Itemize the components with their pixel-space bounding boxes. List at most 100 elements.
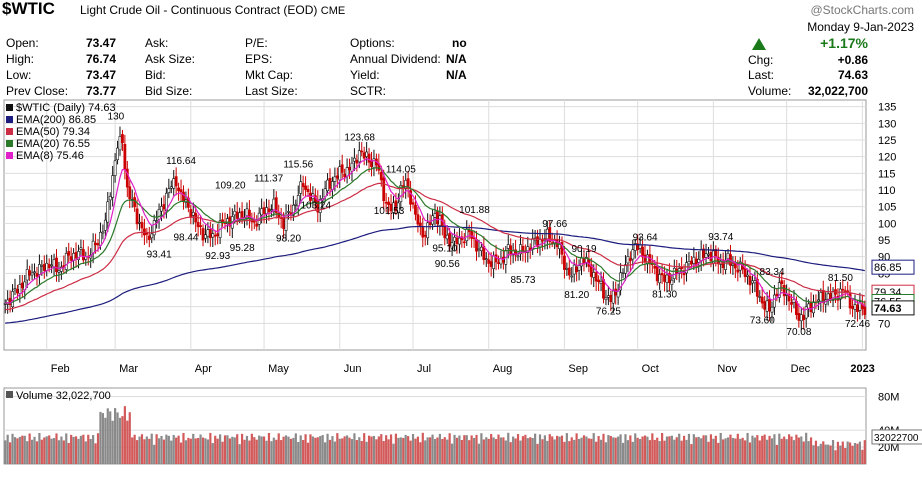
x-tick-label: Sep: [568, 363, 588, 375]
volume-bar: [861, 449, 864, 464]
volume-bar: [729, 434, 732, 464]
volume-bar: [597, 436, 600, 464]
volume-bar: [851, 445, 854, 464]
volume-bar: [509, 442, 512, 464]
mkt-cap-label: Mkt Cap:: [245, 68, 294, 82]
candle-body: [226, 218, 229, 224]
candle-body: [707, 253, 710, 256]
volume-bar: [853, 442, 857, 464]
volume-bar: [72, 436, 75, 464]
volume-bar: [609, 435, 612, 464]
candle-body: [804, 306, 808, 319]
candle-body: [343, 173, 347, 178]
volume-tick-label: 80M: [878, 391, 899, 403]
volume-bar: [223, 435, 227, 464]
volume-bar: [607, 435, 610, 464]
candle-body: [423, 234, 427, 237]
candle-body: [367, 153, 371, 163]
candle-body: [736, 269, 740, 273]
volume-bar: [568, 441, 571, 464]
price-annotation: 123.68: [344, 132, 375, 143]
volume-bar: [206, 439, 210, 464]
candle-body: [45, 262, 49, 271]
candle-body: [240, 211, 244, 218]
volume-bar: [309, 434, 312, 464]
volume-bar: [96, 433, 100, 464]
volume-bar: [140, 434, 144, 464]
volume-bar: [431, 434, 434, 464]
volume-bar: [333, 441, 336, 464]
candle-body: [819, 292, 823, 303]
candle-body: [604, 297, 608, 301]
candle-body: [643, 254, 647, 263]
volume-bar: [148, 438, 151, 464]
volume-bar: [306, 442, 310, 464]
legend-swatch: [6, 140, 13, 147]
candle-body: [340, 164, 344, 173]
candle-body: [475, 239, 478, 252]
candle-body: [179, 189, 183, 193]
volume-bar: [841, 441, 844, 464]
candle-body: [204, 234, 207, 239]
volume-bar: [450, 443, 454, 464]
candle-body: [538, 238, 542, 248]
volume-bar: [192, 433, 195, 464]
volume-bar: [126, 420, 129, 464]
volume-bar: [277, 433, 280, 464]
volume-bar: [70, 434, 73, 464]
volume-bar: [360, 440, 363, 464]
candle-body: [770, 306, 774, 313]
candle-body: [680, 266, 684, 269]
volume-bar: [13, 437, 17, 464]
open-value: 73.47: [86, 36, 117, 50]
volume-bar: [52, 438, 56, 464]
volume-bar: [805, 432, 808, 464]
price-annotation: 90.19: [572, 244, 597, 255]
volume-bar: [302, 439, 305, 464]
volume-bar: [179, 442, 183, 464]
candle-body: [575, 266, 579, 273]
volume-bar: [167, 435, 170, 464]
candle-body: [235, 211, 239, 219]
volume-bar: [265, 440, 268, 464]
candle-body: [589, 264, 593, 277]
volume-bar: [768, 435, 771, 464]
candle-body: [101, 231, 105, 234]
candle-body: [753, 280, 757, 284]
price-tag-label: 74.63: [874, 303, 902, 315]
options-label: Options:: [350, 36, 395, 50]
candle-body: [177, 187, 180, 192]
volume-bar: [111, 420, 114, 464]
volume-bar: [426, 437, 429, 464]
candle-body: [216, 233, 220, 237]
volume-bar: [216, 438, 219, 464]
volume-bar: [787, 434, 791, 464]
volume-bar: [514, 438, 517, 464]
volume-bar: [407, 436, 410, 464]
candle-body: [79, 247, 83, 250]
candle-body: [47, 264, 51, 269]
volume-bar: [656, 437, 659, 464]
volume-bar: [438, 433, 441, 464]
candle-body: [851, 306, 854, 309]
volume-bar: [443, 437, 446, 464]
volume-bar: [529, 437, 532, 464]
price-annotation: 95.28: [230, 243, 255, 254]
volume-bar: [299, 435, 302, 464]
candle-body: [548, 227, 552, 242]
volume-bar: [365, 441, 368, 464]
volume-bar: [77, 438, 80, 464]
x-tick-label: Apr: [195, 363, 212, 375]
volume-bar: [170, 440, 173, 464]
volume-bar: [744, 440, 747, 464]
candle-body: [81, 249, 85, 261]
volume-bar: [643, 435, 647, 464]
y-tick-label: 95: [878, 235, 890, 247]
candle-body: [267, 208, 271, 213]
volume-bar: [424, 440, 427, 464]
volume-bar: [482, 439, 485, 464]
volume-bar: [297, 441, 300, 464]
volume-bar: [800, 436, 803, 464]
candle-body: [780, 280, 784, 285]
open-label: Open:: [6, 36, 39, 50]
